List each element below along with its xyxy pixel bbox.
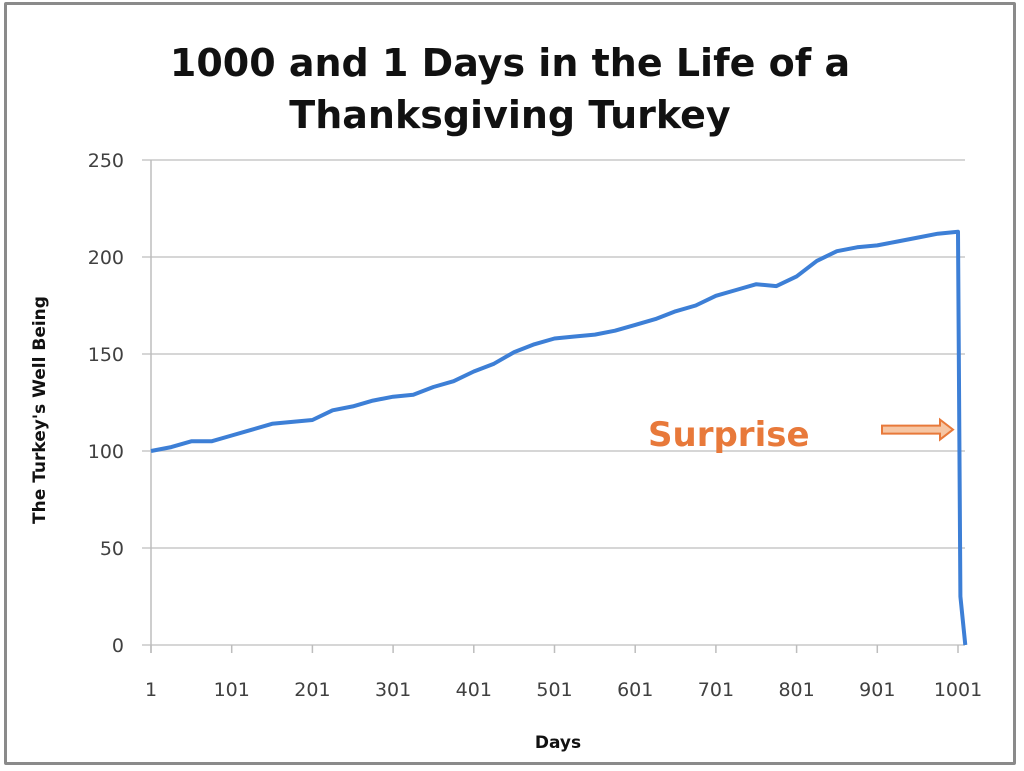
y-tick-label: 50 bbox=[100, 538, 124, 560]
x-tick-label: 601 bbox=[617, 679, 653, 701]
x-axis-label: Days bbox=[535, 733, 581, 753]
x-tick-label: 501 bbox=[536, 679, 572, 701]
x-tick-label: 101 bbox=[214, 679, 250, 701]
y-tick-label: 250 bbox=[88, 150, 124, 172]
x-tick-label: 201 bbox=[294, 679, 330, 701]
y-tick-label: 0 bbox=[112, 635, 124, 657]
x-tick-label: 801 bbox=[778, 679, 814, 701]
x-tick-label: 1 bbox=[145, 679, 157, 701]
x-tick-label: 701 bbox=[698, 679, 734, 701]
y-axis-label: The Turkey's Well Being bbox=[30, 296, 50, 524]
x-tick-label: 1001 bbox=[934, 679, 982, 701]
surprise-annotation: Surprise bbox=[648, 415, 810, 455]
chart-title-line-1: 1000 and 1 Days in the Life of a bbox=[170, 41, 850, 85]
chart-frame bbox=[4, 2, 1016, 765]
arrow-right-icon bbox=[881, 417, 955, 442]
x-tick-label: 401 bbox=[456, 679, 492, 701]
y-tick-label: 200 bbox=[88, 247, 124, 269]
x-tick-label: 301 bbox=[375, 679, 411, 701]
y-tick-label: 150 bbox=[88, 344, 124, 366]
series-line bbox=[150, 229, 968, 646]
chart-title-line-2: Thanksgiving Turkey bbox=[289, 93, 731, 137]
y-tick-label: 100 bbox=[88, 441, 124, 463]
x-tick-label: 901 bbox=[859, 679, 895, 701]
